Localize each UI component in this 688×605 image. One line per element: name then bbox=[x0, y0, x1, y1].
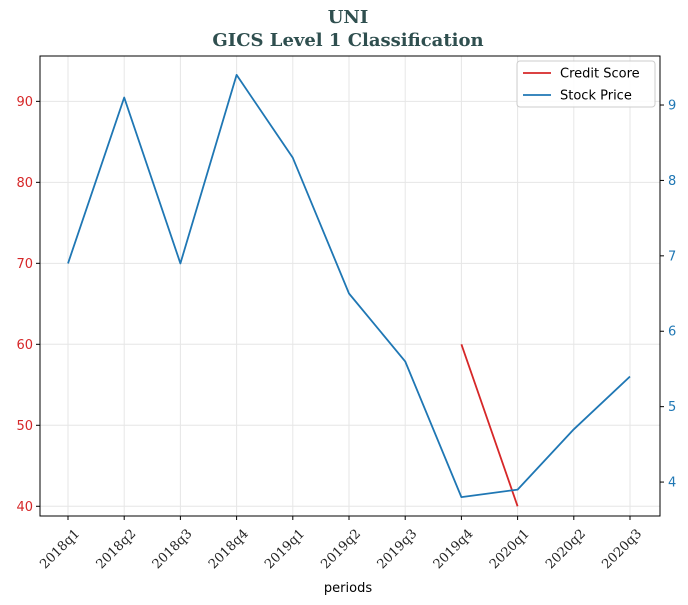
x-tick-label: 2019q2 bbox=[318, 526, 364, 572]
x-tick-label: 2019q4 bbox=[431, 526, 477, 572]
x-tick-label: 2019q1 bbox=[262, 526, 308, 572]
x-tick-label: 2020q2 bbox=[543, 526, 589, 572]
series-lines bbox=[67, 74, 631, 507]
legend-box bbox=[516, 60, 656, 108]
left-tick-label: 80 bbox=[16, 176, 33, 191]
right-tick-label: 4 bbox=[668, 476, 676, 491]
left-tick-label: 60 bbox=[16, 338, 33, 353]
right-tick-label: 8 bbox=[668, 174, 676, 189]
x-tick-label: 2018q3 bbox=[150, 526, 196, 572]
x-tick-label: 2018q1 bbox=[37, 526, 83, 572]
plot-area bbox=[39, 55, 661, 517]
chart-title: UNI bbox=[328, 7, 369, 28]
right-tick-label: 7 bbox=[668, 249, 676, 264]
left-tick-label: 50 bbox=[16, 419, 33, 434]
x-tick-label: 2020q3 bbox=[599, 526, 645, 572]
series-line-stock-price bbox=[67, 74, 631, 498]
right-tick-label: 9 bbox=[668, 99, 676, 114]
legend-label: Stock Price bbox=[560, 89, 632, 104]
left-tick-label: 70 bbox=[16, 257, 33, 272]
right-axis: 4 5 6 7 8 9 bbox=[660, 99, 676, 491]
right-tick-label: 6 bbox=[668, 325, 676, 340]
left-tick-label: 40 bbox=[16, 500, 33, 515]
grid-lines bbox=[40, 56, 660, 516]
x-tick-label: 2019q3 bbox=[375, 526, 421, 572]
legend-label: Credit Score bbox=[560, 67, 640, 82]
legend: Credit Score Stock Price bbox=[516, 60, 656, 108]
x-tick-label: 2020q1 bbox=[487, 526, 533, 572]
x-axis: 2018q1 2018q2 2018q3 2018q4 2019q1 2019q2 2019… bbox=[37, 516, 645, 572]
left-axis: 40 50 60 70 80 90 bbox=[16, 95, 40, 515]
x-tick-label: 2018q2 bbox=[94, 526, 140, 572]
series-line-credit-score bbox=[460, 344, 519, 507]
x-tick-label: 2018q4 bbox=[206, 526, 252, 572]
left-tick-label: 90 bbox=[16, 95, 33, 110]
x-axis-label: periods bbox=[324, 581, 372, 596]
right-tick-label: 5 bbox=[668, 400, 676, 415]
chart-subtitle: GICS Level 1 Classification bbox=[212, 30, 483, 51]
